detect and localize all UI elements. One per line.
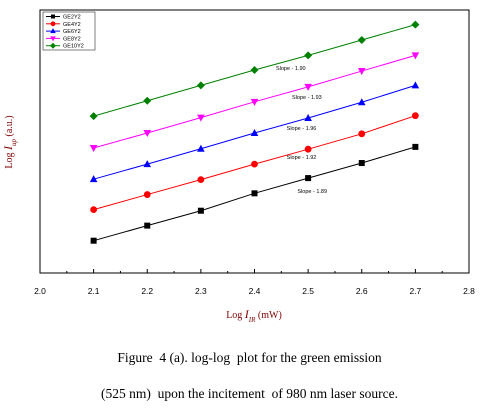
log-log-chart: 2.0 2.1 2.2 2.3 2.4 2.5 2.6 2.7 2.8 Slope - 1.89… xyxy=(1,9,475,324)
data-point-ge8y2 xyxy=(250,98,259,106)
data-point-ge4y2 xyxy=(251,160,258,168)
data-point-ge8y2 xyxy=(357,68,366,76)
data-point-ge2y2 xyxy=(305,175,312,182)
data-point-ge10y2 xyxy=(143,96,152,105)
legend-label-ge8y2: GE8Y2 xyxy=(63,36,81,42)
data-point-ge8y2 xyxy=(304,83,312,91)
figure-caption-line-2: (525 nm) upon the incitement of 980 nm l… xyxy=(101,386,398,401)
x-tick-label: 2.6 xyxy=(356,286,368,296)
slope-annotation-ge2y2: Slope - 1.89 xyxy=(297,189,327,195)
slope-annotation-ge8y2: Slope - 1.93 xyxy=(292,95,322,101)
data-point-ge2y2 xyxy=(251,190,258,197)
data-point-ge6y2 xyxy=(250,129,259,137)
data-point-ge10y2 xyxy=(89,112,98,121)
slope-annotation-ge10y2: Slope - 1.90 xyxy=(276,66,306,72)
data-point-ge6y2 xyxy=(411,81,420,89)
legend-label-ge4y2: GE4Y2 xyxy=(63,22,81,28)
series-ge4y2 xyxy=(90,112,419,214)
data-point-ge2y2 xyxy=(358,160,365,167)
legend-marker-ge6y2 xyxy=(50,28,56,34)
legend-label-ge6y2: GE6Y2 xyxy=(63,29,81,35)
series-layer xyxy=(89,20,420,244)
data-point-ge4y2 xyxy=(90,206,98,214)
series-ge10y2 xyxy=(89,20,420,121)
slope-annotation-ge6y2: Slope - 1.96 xyxy=(287,126,317,132)
data-point-ge8y2 xyxy=(411,52,420,60)
x-tick-label: 2.8 xyxy=(463,286,475,296)
legend-marker-ge2y2 xyxy=(51,14,55,19)
data-point-ge10y2 xyxy=(304,51,313,60)
x-tick-label: 2.7 xyxy=(409,286,421,296)
plot-frame xyxy=(39,9,470,274)
x-tick-label: 2.1 xyxy=(88,286,100,296)
series-ge6y2 xyxy=(89,81,420,183)
x-tick-label: 2.5 xyxy=(302,286,314,296)
data-point-ge6y2 xyxy=(357,98,366,106)
data-point-ge2y2 xyxy=(90,237,97,244)
data-point-ge2y2 xyxy=(412,143,419,150)
data-point-ge2y2 xyxy=(144,222,151,229)
data-point-ge6y2 xyxy=(304,113,312,121)
legend-marker-ge10y2 xyxy=(50,42,56,49)
data-point-ge6y2 xyxy=(197,144,205,152)
y-axis-label: Log Iup (a.u.) xyxy=(1,115,18,168)
data-point-ge6y2 xyxy=(143,160,152,168)
data-point-ge4y2 xyxy=(197,176,205,184)
x-tick-label: 2.4 xyxy=(249,286,261,296)
data-point-ge8y2 xyxy=(197,114,205,122)
x-axis-ticks: 2.0 2.1 2.2 2.3 2.4 2.5 2.6 2.7 2.8 xyxy=(34,269,475,296)
legend-label-ge2y2: GE2Y2 xyxy=(63,15,81,21)
figure-caption-line-1: Figure 4 (a). log-log plot for the green… xyxy=(117,350,382,365)
data-point-ge8y2 xyxy=(89,144,98,152)
legend-label-ge10y2: GE10Y2 xyxy=(63,44,84,50)
slope-annotations: Slope - 1.89 Slope - 1.92 Slope - 1.96 Slop… xyxy=(276,66,327,195)
legend-marker-ge8y2 xyxy=(50,36,56,42)
data-point-ge4y2 xyxy=(411,112,419,120)
data-point-ge10y2 xyxy=(357,35,366,44)
legend-marker-ge4y2 xyxy=(50,21,56,27)
data-point-ge4y2 xyxy=(143,191,151,198)
series-ge2y2 xyxy=(90,143,419,244)
data-point-ge10y2 xyxy=(196,81,205,90)
x-tick-label: 2.2 xyxy=(141,286,153,296)
series-ge8y2 xyxy=(89,52,420,152)
data-point-ge4y2 xyxy=(358,130,366,138)
data-point-ge8y2 xyxy=(143,130,152,138)
data-point-ge4y2 xyxy=(304,145,312,153)
data-point-ge2y2 xyxy=(197,207,204,214)
x-tick-label: 2.3 xyxy=(195,286,207,296)
x-tick-label: 2.0 xyxy=(34,286,46,296)
data-point-ge6y2 xyxy=(89,175,98,183)
slope-annotation-ge4y2: Slope - 1.92 xyxy=(287,155,317,161)
x-axis-label: Log IIR (mW) xyxy=(226,307,282,324)
data-point-ge10y2 xyxy=(250,65,259,74)
data-point-ge10y2 xyxy=(411,20,420,29)
